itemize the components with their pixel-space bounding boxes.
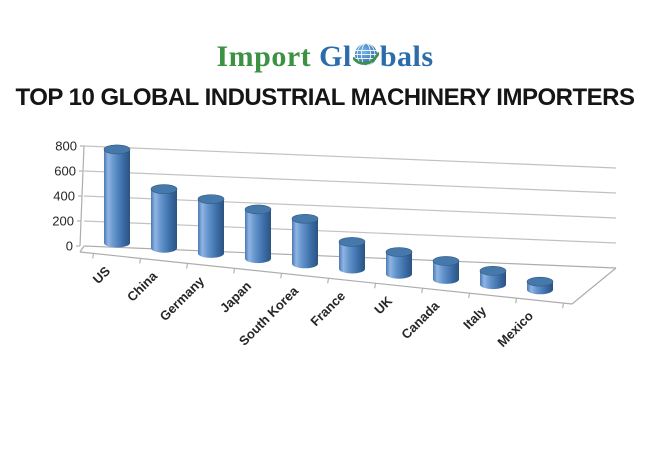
floor-right-edge — [571, 267, 617, 305]
bar-cylinder-south-korea — [291, 213, 319, 269]
chart-3d-cylinder: 800 600 400 200 0 US China Germany Japan South Ko… — [0, 120, 650, 450]
category-label-france: France — [307, 288, 348, 329]
floor-left-edge — [79, 245, 85, 253]
category-tick — [515, 298, 518, 304]
y-axis-label-0: 0 — [66, 239, 73, 254]
logo-text-import: Import — [216, 40, 320, 73]
y-axis-label-600: 600 — [54, 164, 76, 179]
category-axis — [79, 251, 573, 305]
logo: Import Gl bals — [0, 40, 650, 74]
category-label-us: US — [90, 263, 114, 287]
category-tick — [233, 268, 236, 274]
category-label-uk: UK — [371, 293, 395, 317]
category-tick — [92, 253, 95, 259]
category-tick — [139, 258, 142, 264]
bar-cylinder-us — [103, 144, 131, 248]
category-label-china: China — [124, 268, 161, 305]
bar-cylinder-france — [338, 237, 366, 274]
y-axis-label-800: 800 — [55, 139, 77, 154]
category-label-canada: Canada — [398, 298, 442, 342]
bar-cylinder-china — [150, 184, 178, 253]
gridline-800 — [83, 145, 617, 169]
category-tick — [421, 288, 424, 294]
category-label-germany: Germany — [157, 273, 208, 324]
y-axis-label-400: 400 — [53, 189, 75, 204]
bar-cylinder-mexico — [526, 276, 554, 295]
category-tick — [562, 303, 565, 309]
gridline-600 — [83, 170, 617, 194]
category-tick — [186, 263, 189, 269]
category-tick — [327, 278, 330, 284]
logo-text-bals: bals — [379, 40, 434, 73]
category-tick — [374, 283, 377, 289]
bar-cylinder-italy — [479, 266, 507, 290]
category-tick — [468, 293, 471, 299]
bar-cylinder-germany — [197, 194, 225, 258]
bar-cylinder-uk — [385, 247, 413, 279]
category-tick — [280, 273, 283, 279]
bar-cylinder-japan — [244, 204, 272, 264]
category-label-mexico: Mexico — [494, 308, 536, 350]
page-title: TOP 10 GLOBAL INDUSTRIAL MACHINERY IMPOR… — [15, 84, 635, 111]
globe-icon — [352, 42, 380, 76]
category-label-japan: Japan — [217, 278, 254, 315]
y-axis-label-200: 200 — [52, 214, 74, 229]
bar-cylinder-canada — [432, 256, 460, 284]
logo-text-gl: Gl — [319, 40, 352, 73]
category-label-italy: Italy — [460, 303, 490, 333]
